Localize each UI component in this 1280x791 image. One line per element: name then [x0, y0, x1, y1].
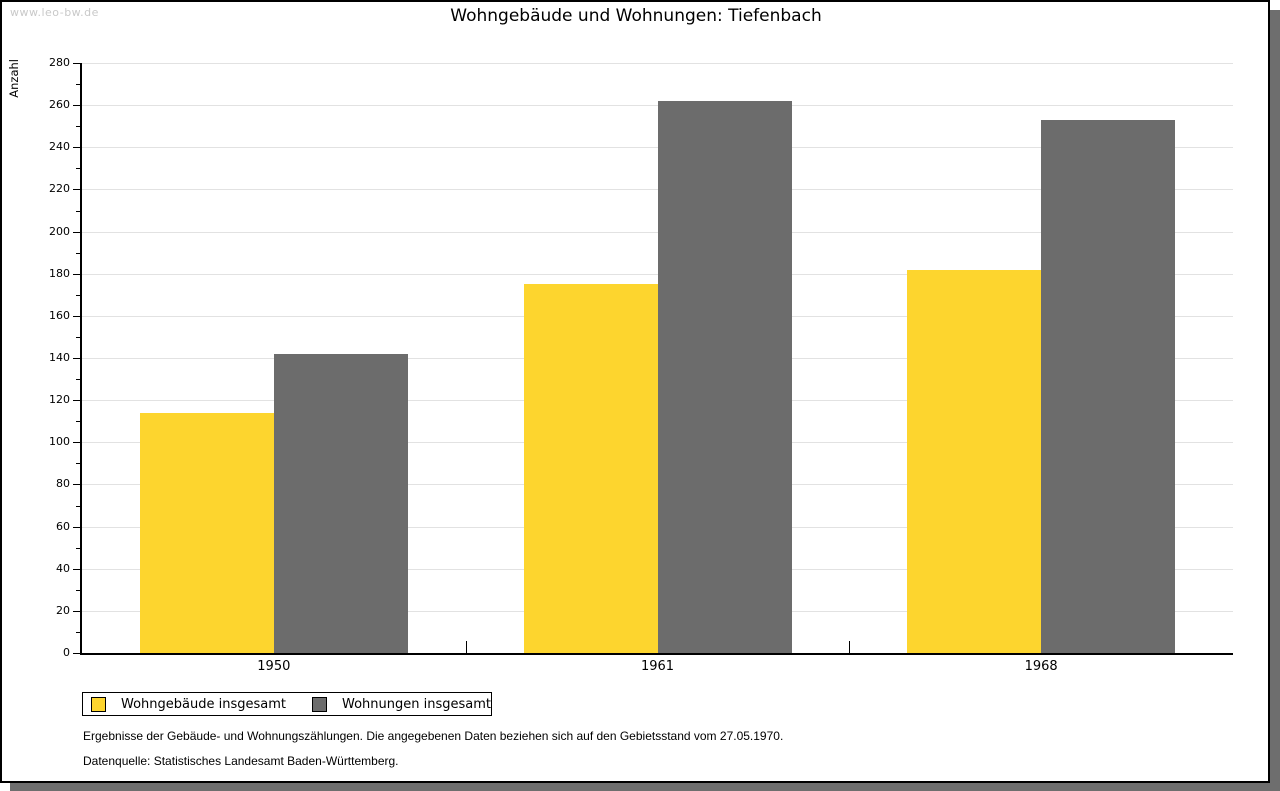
x-boundary-tick — [849, 641, 851, 653]
bar-1950-wohngebaeude — [139, 412, 274, 653]
y-minor-tick — [76, 421, 80, 423]
y-tick-label: 120 — [49, 393, 70, 407]
footnote-census-info: Ergebnisse der Gebäude- und Wohnungszähl… — [83, 729, 784, 743]
y-major-tick — [73, 442, 80, 444]
y-minor-tick — [76, 589, 80, 591]
y-major-tick — [73, 526, 80, 528]
legend-label-wohnungen: Wohnungen insgesamt — [342, 696, 491, 712]
y-major-tick — [73, 147, 80, 149]
y-tick-label: 180 — [49, 266, 70, 280]
y-tick-label: 20 — [56, 603, 70, 617]
y-major-tick — [73, 105, 80, 107]
y-minor-tick — [76, 631, 80, 633]
legend-label-wohngebaeude: Wohngebäude insgesamt — [121, 696, 286, 712]
y-major-tick — [73, 653, 80, 654]
x-tick-label: 1961 — [640, 659, 675, 674]
y-major-tick — [73, 400, 80, 402]
y-tick-label: 60 — [56, 519, 70, 533]
y-minor-tick — [76, 168, 80, 170]
y-minor-tick — [76, 336, 80, 338]
x-axis-line — [80, 653, 1233, 655]
y-major-tick — [73, 231, 80, 233]
legend-entry-wohngebaeude: Wohngebäude insgesamt — [91, 696, 286, 712]
y-tick-label: 160 — [49, 308, 70, 322]
y-major-tick — [73, 484, 80, 486]
y-minor-tick — [76, 505, 80, 507]
y-minor-tick — [76, 126, 80, 128]
x-tick-label: 1968 — [1024, 659, 1058, 674]
y-tick-label: 100 — [49, 435, 70, 449]
y-major-tick — [73, 63, 80, 64]
legend-entry-wohnungen: Wohnungen insgesamt — [312, 696, 491, 712]
y-minor-tick — [76, 547, 80, 549]
footnote-data-source: Datenquelle: Statistisches Landesamt Bad… — [83, 754, 399, 768]
y-major-tick — [73, 610, 80, 612]
gridline — [82, 63, 1233, 64]
y-minor-tick — [76, 84, 80, 86]
y-tick-label: 80 — [56, 477, 70, 491]
y-minor-tick — [76, 294, 80, 296]
y-tick-label: 280 — [49, 56, 70, 69]
y-tick-label: 140 — [49, 351, 70, 364]
legend-swatch-wohngebaeude — [91, 696, 106, 712]
y-tick-label: 0 — [63, 646, 70, 659]
y-tick-label: 200 — [49, 224, 70, 238]
y-tick-label: 240 — [49, 140, 70, 154]
legend-swatch-wohnungen — [312, 696, 327, 712]
y-minor-tick — [76, 252, 80, 254]
card-shadow-bottom — [10, 783, 1280, 791]
bar-chart-plot: 0 20 40 60 80 100 120 140 160 180 200 220 240 260 280 1… — [2, 2, 1270, 781]
y-tick-label: 40 — [56, 561, 70, 575]
y-axis-line — [80, 63, 82, 655]
legend: Wohngebäude insgesamt Wohnungen insgesam… — [82, 692, 492, 716]
y-major-tick — [73, 189, 80, 191]
card-shadow-right — [1270, 10, 1280, 791]
bar-1968-wohngebaeude — [907, 269, 1042, 653]
bar-1950-wohnungen — [273, 353, 408, 653]
bar-1961-wohnungen — [657, 100, 792, 653]
x-tick-label: 1950 — [257, 659, 291, 674]
y-major-tick — [73, 273, 80, 275]
y-major-tick — [73, 358, 80, 359]
chart-title: Wohngebäude und Wohnungen: Tiefenbach — [450, 6, 822, 26]
x-boundary-tick — [465, 641, 467, 653]
y-tick-label: 220 — [49, 182, 70, 196]
y-minor-tick — [76, 463, 80, 465]
y-tick-label: 260 — [49, 98, 70, 112]
bar-1961-wohngebaeude — [523, 284, 658, 653]
y-minor-tick — [76, 210, 80, 212]
bar-1968-wohnungen — [1041, 119, 1176, 653]
y-major-tick — [73, 568, 80, 570]
watermark-text: www.leo-bw.de — [10, 6, 99, 19]
y-minor-tick — [76, 379, 80, 381]
y-major-tick — [73, 315, 80, 317]
